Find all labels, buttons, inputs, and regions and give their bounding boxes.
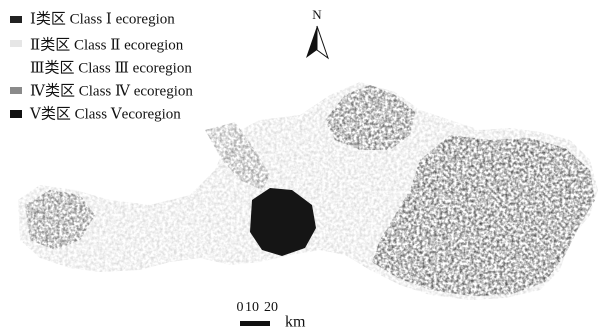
arrow-half	[317, 26, 328, 58]
legend-label: Ⅲ类区 Class Ⅲ ecoregion	[30, 59, 192, 76]
legend-label: Ⅰ类区 Class Ⅰ ecoregion	[30, 10, 175, 27]
legend-swatch	[10, 16, 22, 23]
scale-label: 0	[237, 300, 244, 315]
scale-unit: km	[285, 314, 306, 331]
north-label: N	[312, 7, 322, 22]
scale-bar-segment	[240, 321, 270, 326]
legend: Ⅰ类区 Class Ⅰ ecoregion Ⅱ类区 Class Ⅱ ecoreg…	[10, 10, 193, 122]
scale-label: 20	[264, 300, 278, 315]
legend-label: Ⅳ类区 Class Ⅳ ecoregion	[30, 82, 193, 99]
north-arrow: N	[306, 7, 328, 58]
legend-swatch	[10, 64, 22, 71]
legend-swatch	[10, 40, 22, 47]
legend-label: Ⅱ类区 Class Ⅱ ecoregion	[30, 36, 184, 53]
legend-swatch	[10, 110, 22, 118]
scale-label: 10	[245, 300, 259, 315]
scale-bar: 0 10 20 km	[237, 300, 307, 330]
legend-label: Ⅴ类区 Class Ⅴecoregion	[29, 105, 181, 122]
map: Ⅰ类区 Class Ⅰ ecoregion Ⅱ类区 Class Ⅱ ecoreg…	[0, 0, 610, 333]
page: {"legend": {"items": [ "Ⅰ类区 Class Ⅰ ecor…	[0, 0, 610, 333]
legend-swatch	[10, 87, 22, 94]
arrow-half	[306, 26, 317, 58]
